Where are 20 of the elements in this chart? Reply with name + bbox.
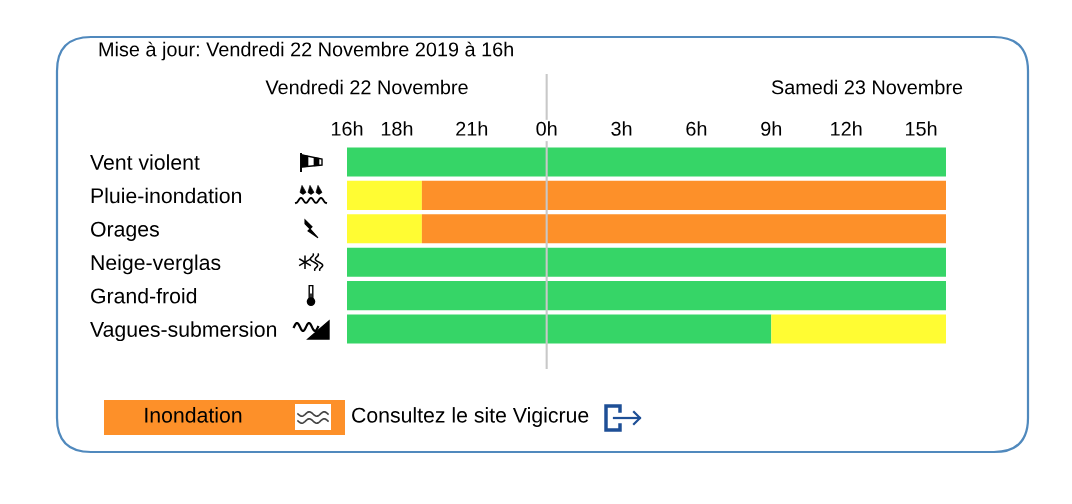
x-tick-label: 16h <box>331 121 363 136</box>
chart-title: Samedi 23 Novembre <box>771 79 963 95</box>
x-tick-label: 6h <box>686 121 707 136</box>
x-tick-label: 21h <box>456 121 488 136</box>
x-tick-label: 0h <box>536 121 557 136</box>
y-tick-label: Orages <box>91 221 159 241</box>
y-tick-label: Neige-verglas <box>91 254 221 275</box>
x-tick-label: 12h <box>831 121 862 136</box>
text: Consultez le site Vigicrue <box>352 407 589 427</box>
y-tick-label: Vent violent <box>90 154 200 170</box>
x-tick-label: 18h <box>381 121 413 136</box>
text: Mise à jour: Vendredi 22 Novembre 2019 à 16h <box>99 41 513 61</box>
y-tick-label: Vagues-submersion <box>90 321 277 342</box>
x-tick-label: 9h <box>761 121 782 136</box>
text: Inondation <box>145 407 242 423</box>
chart-title: Vendredi 22 Novembre <box>265 79 468 95</box>
y-tick-label: Pluie-inondation <box>91 187 242 204</box>
y-tick-label: Grand-froid <box>91 287 197 304</box>
x-tick-label: 3h <box>611 121 632 136</box>
x-tick-label: 15h <box>905 121 937 136</box>
